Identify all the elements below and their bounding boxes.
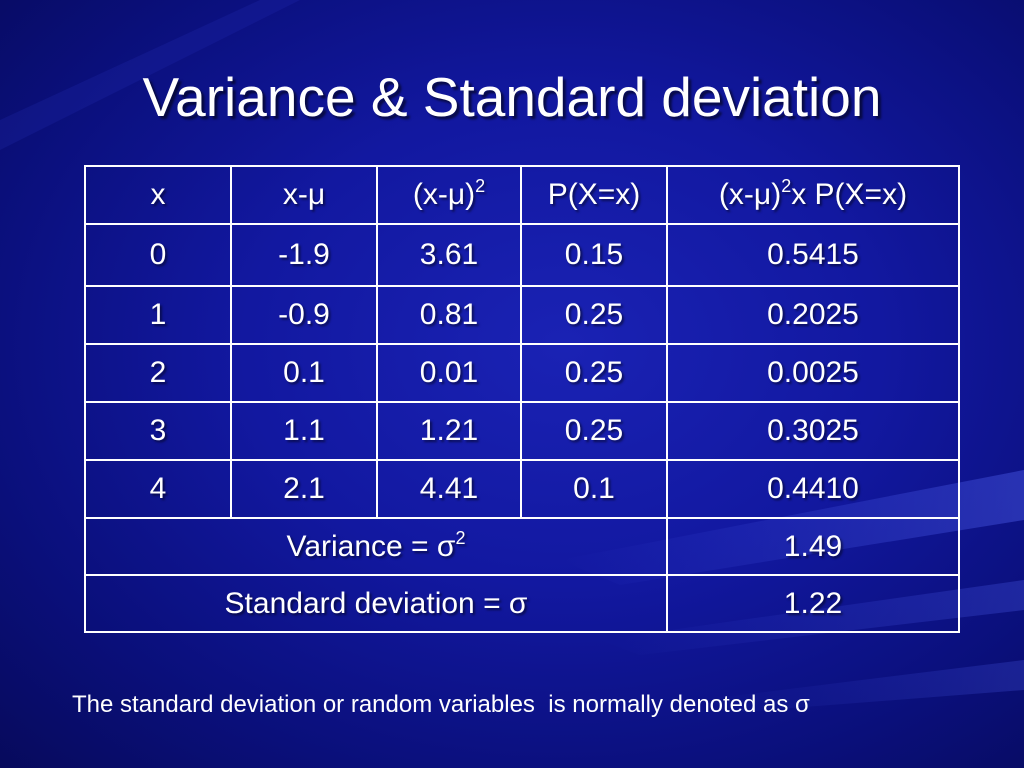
table-row: 3 1.1 1.21 0.25 0.3025 — [84, 401, 960, 461]
header-x: x — [84, 165, 232, 225]
cell-x-minus-mu: 0.1 — [230, 343, 378, 403]
variance-label-text: Variance = σ — [286, 529, 456, 563]
cell-x-minus-mu: -0.9 — [230, 285, 378, 345]
cell-x: 1 — [84, 285, 232, 345]
std-dev-row: Standard deviation = σ 1.22 — [84, 574, 960, 633]
table-row: 0 -1.9 3.61 0.15 0.5415 — [84, 223, 960, 287]
cell-x: 2 — [84, 343, 232, 403]
header-x-minus-mu: x-μ — [230, 165, 378, 225]
cell-x: 3 — [84, 401, 232, 461]
cell-probability: 0.15 — [520, 223, 668, 287]
std-dev-label: Standard deviation = σ — [84, 574, 668, 633]
std-dev-value: 1.22 — [666, 574, 960, 633]
cell-weighted-squared-deviation: 0.5415 — [666, 223, 960, 287]
header-squared-deviation: (x-μ)2 — [376, 165, 522, 225]
header-squared-exponent: 2 — [475, 176, 486, 196]
table-row: 2 0.1 0.01 0.25 0.0025 — [84, 343, 960, 403]
table-header-row: x x-μ (x-μ)2 P(X=x) (x-μ)2x P(X=x) — [84, 165, 960, 225]
variance-value: 1.49 — [666, 517, 960, 576]
header-product-tail: x P(X=x) — [791, 178, 908, 211]
cell-squared-deviation: 0.81 — [376, 285, 522, 345]
cell-squared-deviation: 0.01 — [376, 343, 522, 403]
variance-label: Variance = σ2 — [84, 517, 668, 576]
cell-x: 0 — [84, 223, 232, 287]
variance-table: x x-μ (x-μ)2 P(X=x) (x-μ)2x P(X=x) 0 -1.… — [84, 165, 960, 633]
cell-probability: 0.25 — [520, 285, 668, 345]
header-product-base: (x-μ) — [718, 178, 782, 211]
cell-weighted-squared-deviation: 0.0025 — [666, 343, 960, 403]
cell-squared-deviation: 3.61 — [376, 223, 522, 287]
slide-title: Variance & Standard deviation — [142, 66, 882, 128]
variance-row: Variance = σ2 1.49 — [84, 517, 960, 576]
cell-x-minus-mu: 2.1 — [230, 459, 378, 519]
cell-weighted-squared-deviation: 0.3025 — [666, 401, 960, 461]
cell-x-minus-mu: 1.1 — [230, 401, 378, 461]
cell-weighted-squared-deviation: 0.4410 — [666, 459, 960, 519]
table-row: 1 -0.9 0.81 0.25 0.2025 — [84, 285, 960, 345]
cell-squared-deviation: 1.21 — [376, 401, 522, 461]
cell-x-minus-mu: -1.9 — [230, 223, 378, 287]
footnote: The standard deviation or random variabl… — [72, 691, 810, 718]
cell-weighted-squared-deviation: 0.2025 — [666, 285, 960, 345]
header-weighted-squared-deviation: (x-μ)2x P(X=x) — [666, 165, 960, 225]
header-probability: P(X=x) — [520, 165, 668, 225]
header-product-exponent: 2 — [781, 176, 792, 196]
table-row: 4 2.1 4.41 0.1 0.4410 — [84, 459, 960, 519]
cell-x: 4 — [84, 459, 232, 519]
cell-probability: 0.1 — [520, 459, 668, 519]
variance-exponent: 2 — [455, 527, 466, 548]
cell-squared-deviation: 4.41 — [376, 459, 522, 519]
cell-probability: 0.25 — [520, 401, 668, 461]
header-squared-base: (x-μ) — [412, 178, 476, 211]
cell-probability: 0.25 — [520, 343, 668, 403]
